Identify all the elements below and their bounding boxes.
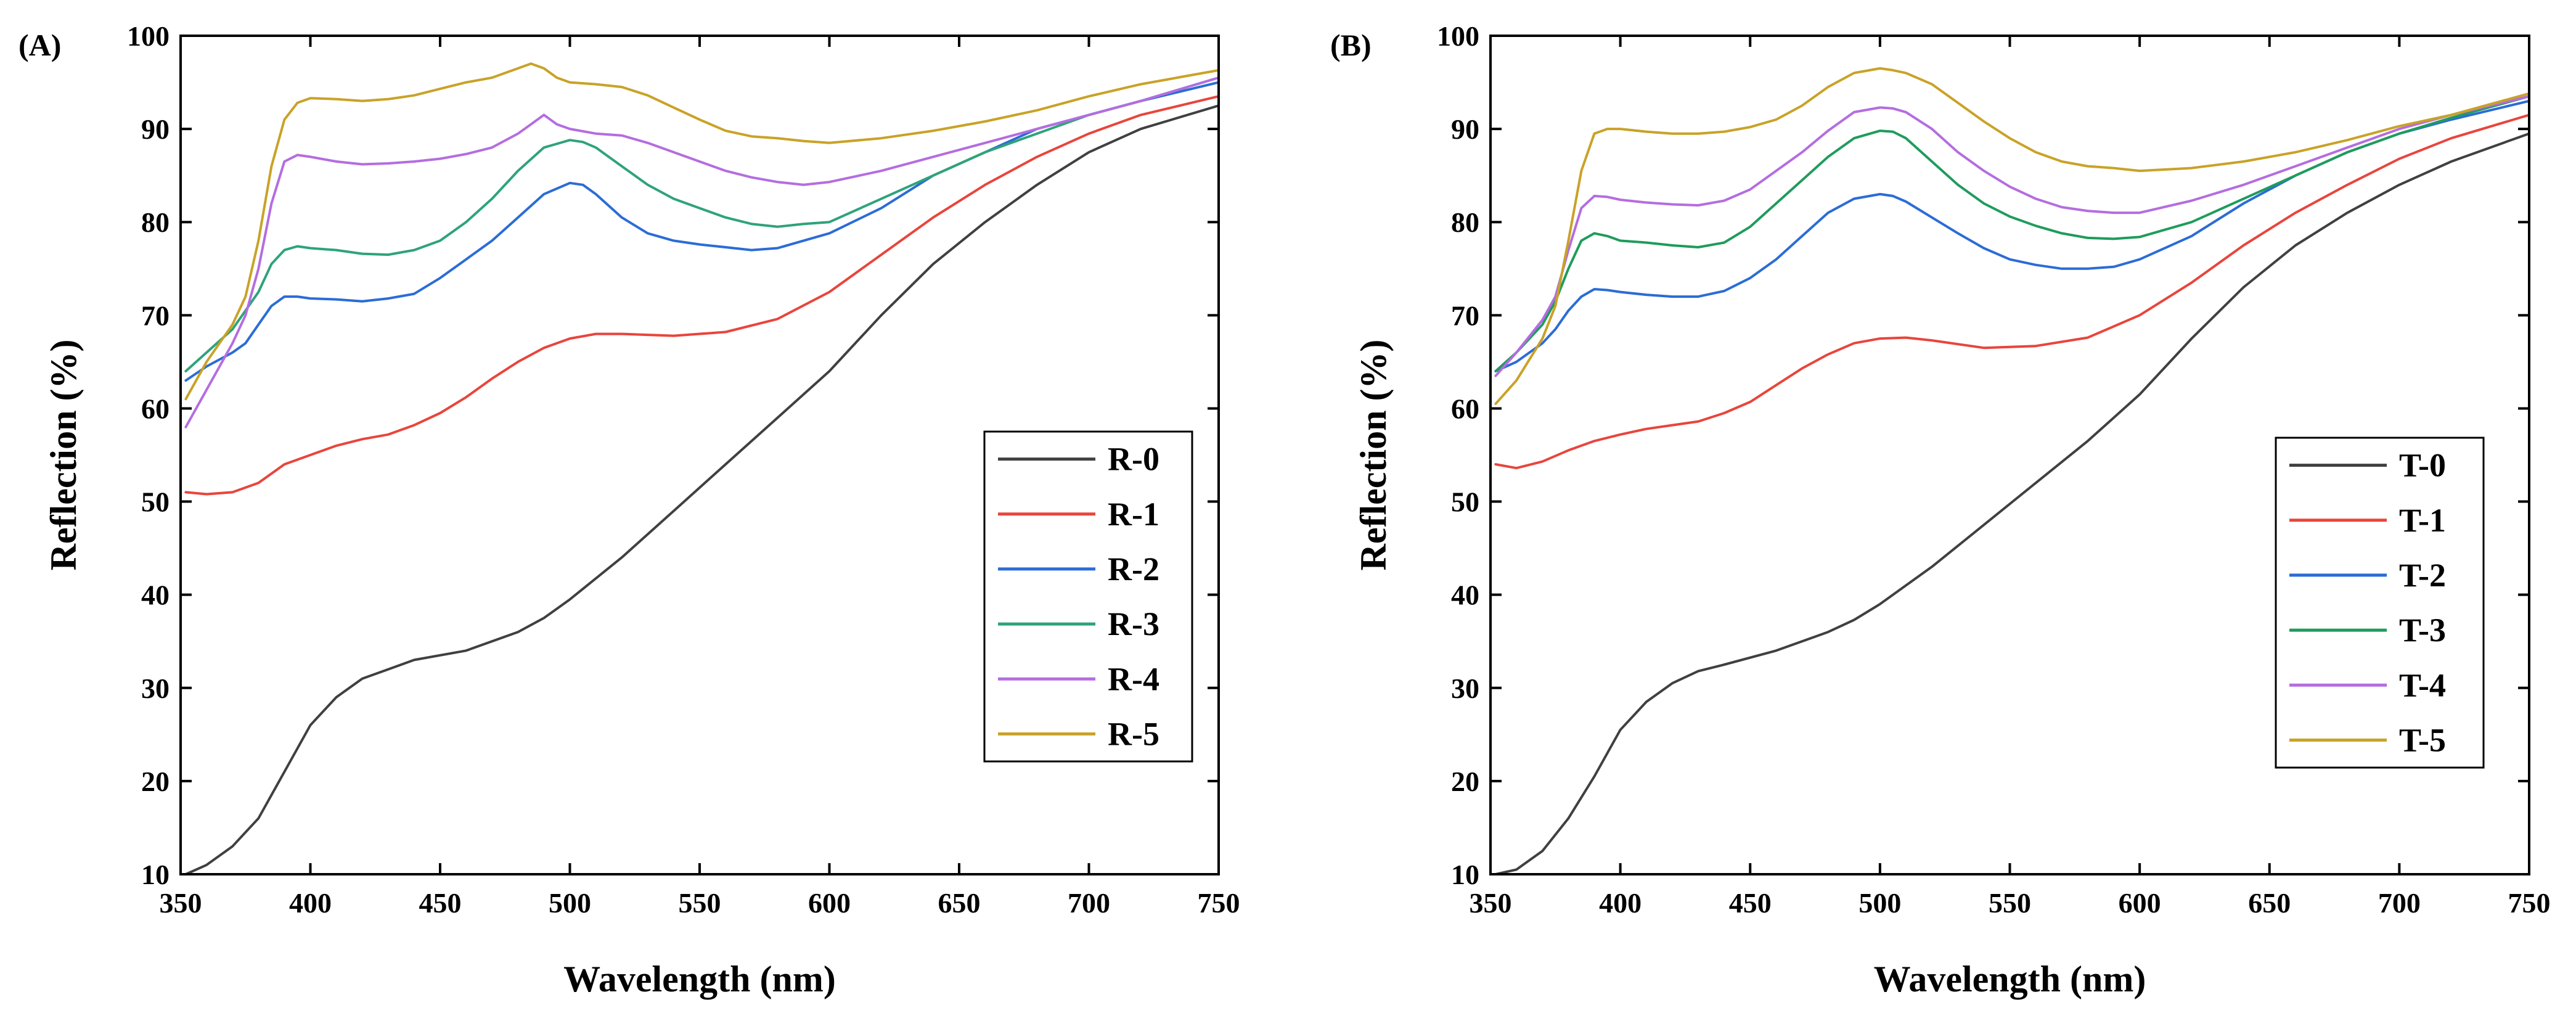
y-tick-label: 50 (1451, 486, 1479, 518)
y-tick-label: 100 (127, 20, 170, 52)
y-tick-label: 90 (1451, 113, 1479, 145)
series-line-t-5 (1494, 67, 2530, 405)
series-line-r-5 (184, 62, 1220, 401)
x-tick-label: 550 (679, 887, 721, 919)
x-tick-label: 650 (938, 887, 981, 919)
x-tick-label: 500 (549, 887, 591, 919)
legend-box (2275, 437, 2485, 769)
legend: R-0 R-1 R-2 R-3 R-4 R-5 (983, 430, 1193, 763)
y-axis: 10 20 30 40 50 60 70 80 90 100 (1437, 20, 2529, 890)
legend-label-r-2: R-2 (1108, 551, 1159, 588)
chart-panel-a: (A) 350 400 450 500 550 600 650 700 750 10 20 30 40 50… (18, 20, 1240, 999)
y-tick-label: 80 (1451, 207, 1479, 238)
y-tick-label: 90 (141, 113, 170, 145)
y-tick-label: 70 (141, 300, 170, 331)
legend-label-r-4: R-4 (1108, 660, 1159, 697)
x-tick-label: 400 (289, 887, 332, 919)
y-tick-label: 40 (141, 580, 170, 611)
y-tick-label: 20 (141, 766, 170, 797)
legend-label-t-3: T-3 (2399, 612, 2446, 649)
panel-label: (A) (18, 28, 61, 62)
y-tick-label: 20 (1451, 766, 1479, 797)
legend-box (983, 430, 1193, 763)
legend-label-t-4: T-4 (2399, 666, 2446, 703)
series-line-t-3 (1494, 95, 2530, 372)
x-axis-title: Wavelength (nm) (1874, 959, 2146, 999)
x-tick-label: 600 (808, 887, 851, 919)
x-tick-label: 600 (2119, 887, 2161, 919)
panel-label: (B) (1330, 28, 1372, 62)
x-axis: 350 400 450 500 550 600 650 700 750 (160, 36, 1240, 919)
x-axis-title: Wavelength (nm) (563, 959, 836, 999)
series-line-r-0 (184, 104, 1220, 875)
y-tick-label: 50 (141, 486, 170, 518)
y-tick-label: 40 (1451, 580, 1479, 611)
y-tick-label: 80 (141, 207, 170, 238)
y-axis-title: Reflection (%) (1353, 340, 1394, 571)
x-tick-label: 700 (2378, 887, 2421, 919)
legend-label-r-0: R-0 (1108, 441, 1159, 478)
x-tick-label: 450 (419, 887, 462, 919)
legend: T-0 T-1 T-2 T-3 T-4 T-5 (2275, 437, 2485, 769)
x-tick-label: 700 (1068, 887, 1110, 919)
y-tick-label: 60 (1451, 393, 1479, 424)
y-tick-label: 60 (141, 393, 170, 424)
x-axis: 350 400 450 500 550 600 650 700 750 (1470, 36, 2551, 919)
series-line-r-1 (184, 95, 1220, 496)
x-tick-label: 400 (1599, 887, 1642, 919)
series-line-r-2 (184, 81, 1220, 382)
legend-label-t-1: T-1 (2399, 502, 2446, 539)
x-tick-label: 750 (2508, 887, 2551, 919)
legend-label-r-5: R-5 (1108, 715, 1159, 752)
y-tick-label: 30 (141, 673, 170, 704)
series-line-t-0 (1494, 132, 2530, 875)
series-line-r-4 (184, 76, 1220, 428)
series-group (1494, 67, 2530, 875)
y-axis: 10 20 30 40 50 60 70 80 90 100 (127, 20, 1219, 890)
y-tick-label: 30 (1451, 673, 1479, 704)
y-tick-label: 70 (1451, 300, 1479, 331)
x-tick-label: 500 (1858, 887, 1901, 919)
y-tick-label: 100 (1437, 20, 1479, 52)
x-tick-label: 350 (160, 887, 202, 919)
x-tick-label: 550 (1989, 887, 2031, 919)
series-line-t-4 (1494, 95, 2530, 377)
x-tick-label: 650 (2248, 887, 2291, 919)
y-tick-label: 10 (1451, 859, 1479, 890)
legend-label-r-1: R-1 (1108, 496, 1159, 533)
x-tick-label: 750 (1198, 887, 1240, 919)
legend-label-t-0: T-0 (2399, 447, 2446, 484)
y-axis-title: Reflection (%) (43, 340, 84, 571)
y-tick-label: 10 (141, 859, 170, 890)
x-tick-label: 350 (1470, 887, 1512, 919)
series-line-t-1 (1494, 113, 2530, 470)
series-line-r-3 (184, 76, 1220, 372)
legend-label-t-2: T-2 (2399, 557, 2446, 594)
chart-panel-b: (B) 350 400 450 500 550 600 650 700 750 10 20 30 40 50… (1330, 20, 2551, 999)
x-tick-label: 450 (1729, 887, 1772, 919)
series-line-t-2 (1494, 99, 2530, 372)
legend-label-t-5: T-5 (2399, 721, 2446, 758)
series-group (184, 62, 1220, 875)
legend-label-r-3: R-3 (1108, 605, 1159, 642)
